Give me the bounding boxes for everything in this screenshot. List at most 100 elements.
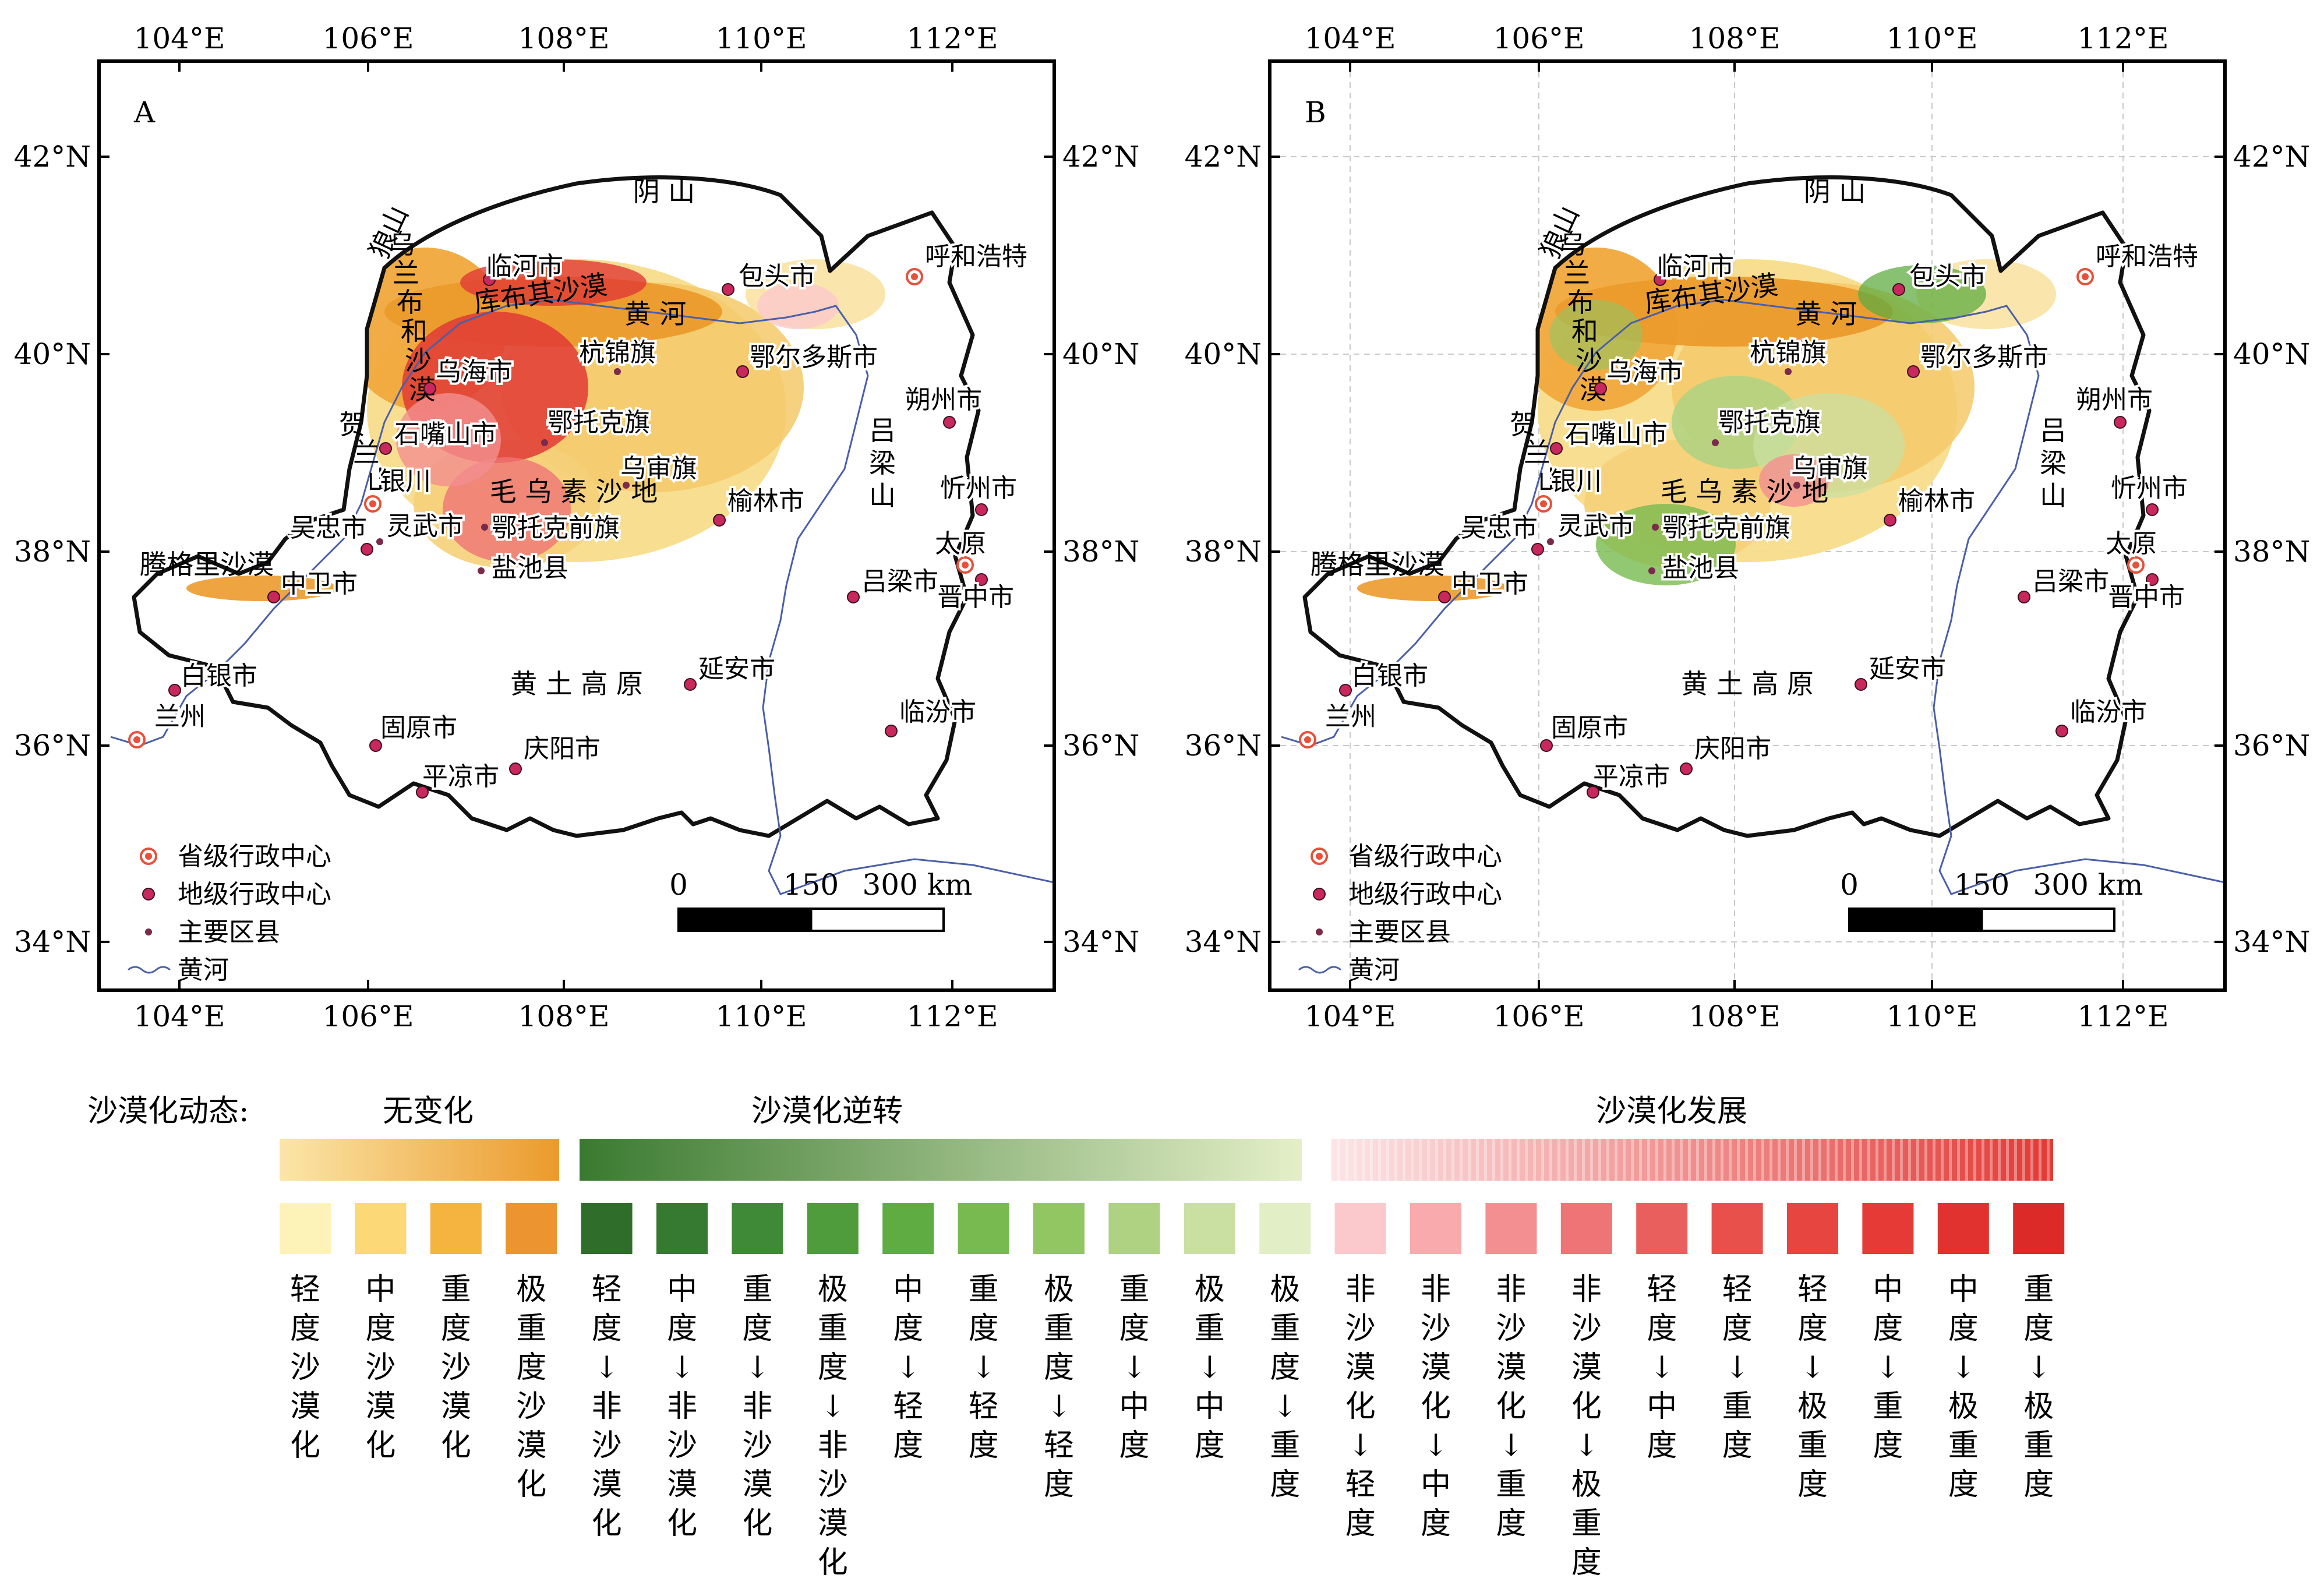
- city-label-hangjin: 杭锦旗: [1750, 338, 1827, 368]
- city-label-yulin: 榆林市: [727, 486, 804, 516]
- class-label-char: 极: [516, 1272, 546, 1307]
- lat-tick-right: 42°N: [1062, 140, 1139, 174]
- class-label-char: 沙: [1421, 1311, 1451, 1346]
- class-label-char: 度: [1948, 1467, 1979, 1502]
- class-label-char: 重: [1873, 1389, 1903, 1424]
- provincial-center-dot: [133, 736, 140, 743]
- class-label-char: 轻: [893, 1389, 923, 1424]
- feature-tengger: 腾格里沙漠: [140, 549, 274, 580]
- lat-tick-left: 38°N: [14, 535, 91, 569]
- map-border: [97, 59, 1056, 992]
- class-label-char: ↓: [594, 1350, 620, 1385]
- prefecture-center-icon: [722, 283, 734, 296]
- map-panel-b: 阴 山黄 河黄 土 高 原毛 乌 素 沙 地库布其沙漠腾格里沙漠狼山乌兰布和沙漠…: [1185, 22, 2311, 1033]
- class-label-char: 重: [1948, 1428, 1979, 1463]
- legend-river-label: 黄河: [1348, 955, 1400, 985]
- city-label-ordos: 鄂尔多斯市: [1920, 342, 2048, 372]
- provincial-center-dot: [962, 562, 969, 569]
- feature-lvliang-char: 梁: [2040, 447, 2067, 479]
- feature-ulanbuh-char: 布: [397, 287, 423, 318]
- city-label-linhe: 临河市: [1657, 252, 1734, 281]
- city-label-ordos: 鄂尔多斯市: [750, 342, 878, 372]
- prefecture-center-icon: [736, 365, 749, 378]
- class-label-char: 化: [592, 1506, 622, 1541]
- lon-tick-top: 108°E: [1689, 22, 1781, 55]
- class-label-char: 度: [1044, 1350, 1074, 1385]
- legend-river-label: 黄河: [178, 955, 229, 985]
- prefecture-center-icon: [361, 543, 373, 556]
- county-icon: [1652, 524, 1659, 531]
- class-label-char: 度: [1647, 1311, 1677, 1346]
- class-label-char: ↓: [669, 1350, 695, 1385]
- colorbar-legend: 沙漠化动态: 无变化 沙漠化逆转 沙漠化发展轻度沙漠化中度沙漠化重度沙漠化极重度沙漠化…: [87, 1094, 2065, 1580]
- class-label-char: 度: [1496, 1506, 1526, 1541]
- feature-lvliang-char: 山: [2040, 480, 2067, 511]
- class-label-char: ↓: [971, 1350, 997, 1385]
- class-label-char: 化: [1571, 1389, 1602, 1424]
- lat-tick-right: 34°N: [1062, 925, 1139, 959]
- class-label-char: 极: [1571, 1467, 1602, 1502]
- class-label-char: 度: [2023, 1311, 2054, 1346]
- class-label-char: 度: [592, 1311, 622, 1346]
- class-label-char: 漠: [1345, 1350, 1376, 1385]
- city-label-jinzhong: 晋中市: [2108, 582, 2185, 612]
- county-icon: [481, 524, 488, 531]
- prefecture-center-icon: [1594, 382, 1607, 395]
- class-label-char: 度: [742, 1311, 772, 1346]
- county-icon: [614, 368, 621, 375]
- county-icon: [623, 482, 630, 489]
- city-label-zhongwei: 中卫市: [281, 569, 358, 599]
- class-label-char: 重: [1571, 1506, 1602, 1541]
- class-label-char: 极: [1195, 1272, 1225, 1307]
- prefecture-center-icon: [1438, 591, 1451, 603]
- development-otog: [1759, 454, 1829, 507]
- city-label-wushen: 乌审旗: [620, 454, 697, 483]
- lat-tick-right: 36°N: [2233, 729, 2310, 762]
- class-label-char: 沙: [818, 1467, 848, 1502]
- class-label-char: 漠: [1496, 1350, 1526, 1385]
- legend-county-icon: [145, 928, 152, 935]
- city-label-zhongwei: 中卫市: [1451, 569, 1528, 599]
- city-label-baiyin: 白银市: [1351, 661, 1428, 691]
- feature-helan-char: 贺: [1510, 409, 1537, 440]
- class-label-char: 轻: [1647, 1272, 1677, 1307]
- panel-label: A: [133, 96, 156, 129]
- legend-prefecture-label: 地级行政中心: [178, 880, 331, 909]
- city-label-otog: 鄂托克旗: [1718, 408, 1821, 437]
- lat-tick-right: 40°N: [2233, 337, 2310, 371]
- class-label-char: 重: [818, 1311, 848, 1346]
- lon-tick-top: 110°E: [716, 22, 807, 55]
- reversal-south: [1596, 504, 1736, 585]
- prefecture-center-icon: [1907, 365, 1920, 378]
- class-label-char: 中: [1647, 1389, 1677, 1424]
- feature-mu_us: 毛 乌 素 沙 地: [490, 476, 658, 507]
- legend-county-icon: [1316, 928, 1323, 935]
- city-label-hangjin: 杭锦旗: [579, 338, 656, 368]
- prefecture-center-icon: [1884, 514, 1896, 527]
- gradient-no-change: [280, 1139, 559, 1181]
- class-label-char: 极: [1270, 1272, 1300, 1307]
- city-label-yanan: 延安市: [698, 654, 775, 684]
- provincial-center-dot: [369, 500, 376, 507]
- class-label-char: 度: [1270, 1467, 1300, 1502]
- city-label-guyuan: 固原市: [1551, 713, 1628, 743]
- class-label-char: 重: [1119, 1272, 1149, 1307]
- legend-provincial-label: 省级行政中心: [178, 842, 331, 871]
- class-label-char: 度: [2023, 1467, 2054, 1502]
- lon-tick-top: 104°E: [134, 22, 225, 55]
- class-label-char: 重: [969, 1272, 999, 1307]
- class-label-char: 度: [1797, 1311, 1828, 1346]
- scale-label-300: 300 km: [862, 868, 972, 902]
- class-label-char: 度: [1421, 1506, 1451, 1541]
- class-swatch: [1108, 1203, 1160, 1254]
- class-swatch: [958, 1203, 1009, 1254]
- class-label-char: ↓: [1649, 1350, 1675, 1385]
- class-label-char: 化: [516, 1467, 546, 1502]
- colorbar-group-label: 沙漠化发展: [1596, 1094, 1747, 1129]
- class-label-char: 中: [1421, 1467, 1451, 1502]
- scale-label-150: 150: [1954, 868, 2009, 902]
- prefecture-center-icon: [2055, 725, 2068, 737]
- city-label-wuzhong: 吴忠市: [1461, 513, 1538, 543]
- class-label-char: 沙: [1345, 1311, 1376, 1346]
